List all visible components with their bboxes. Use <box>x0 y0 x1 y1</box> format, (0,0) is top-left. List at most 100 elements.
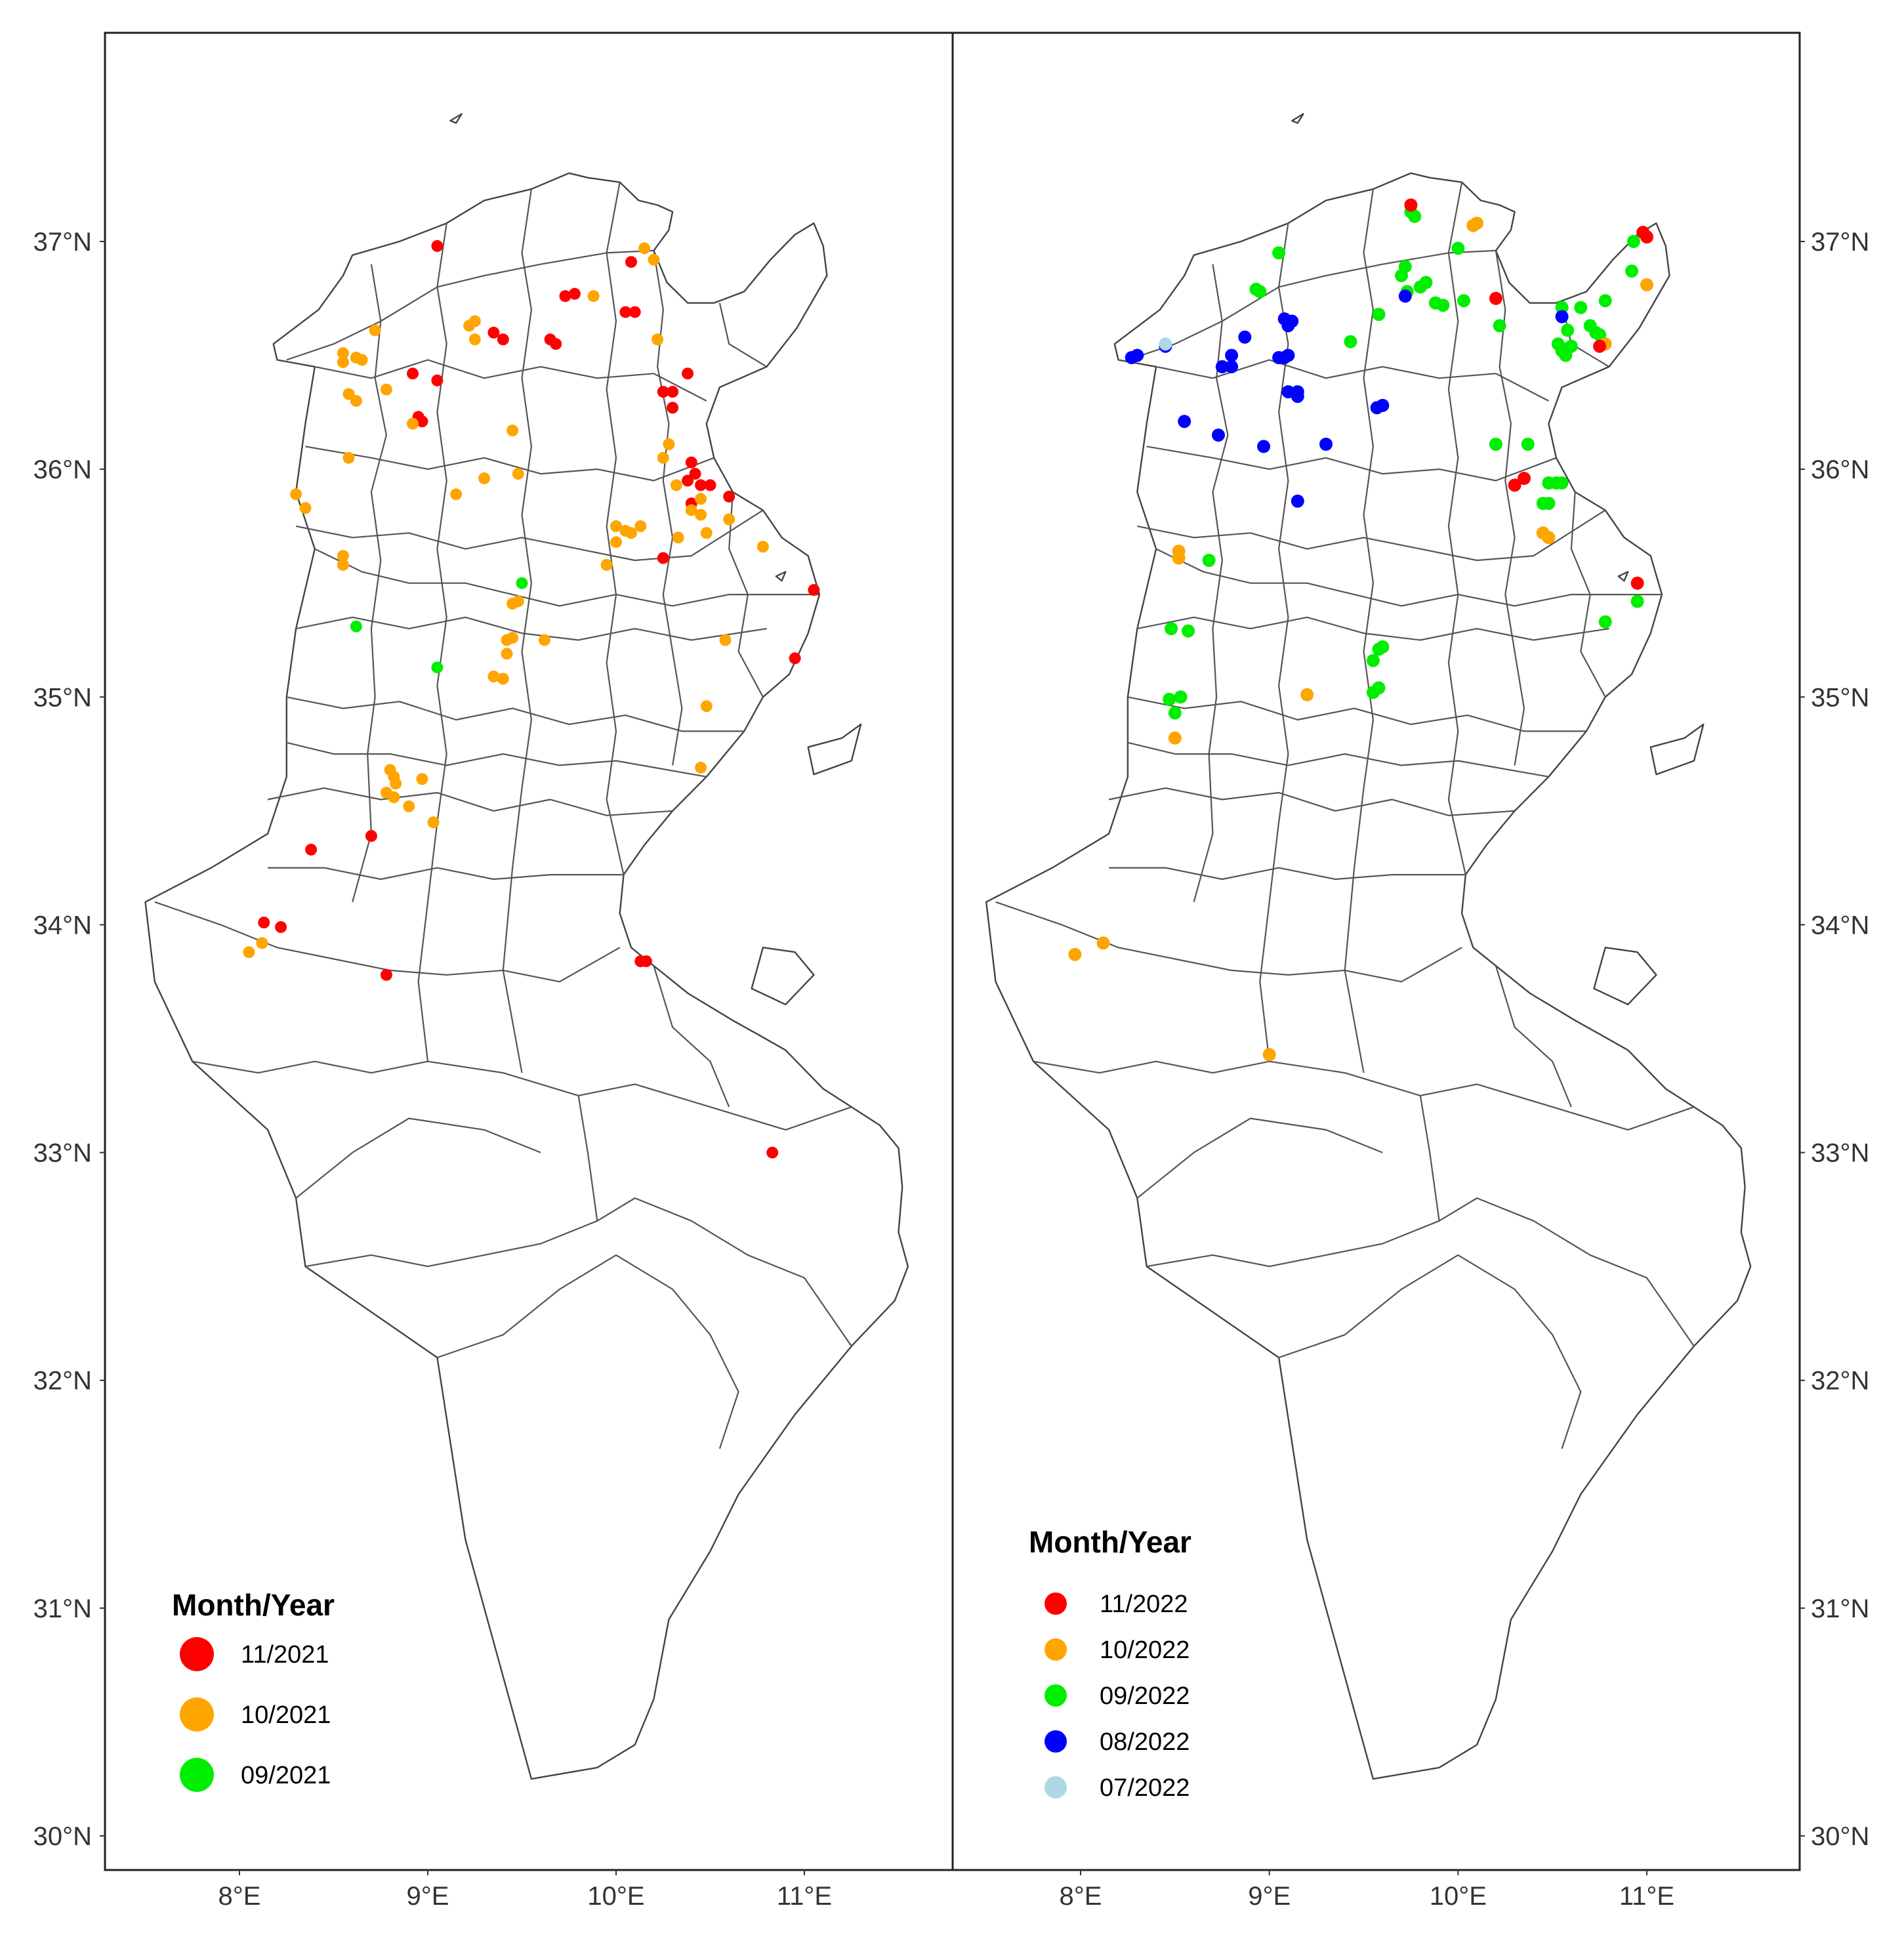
occurrence-point <box>719 634 732 646</box>
occurrence-point <box>1395 269 1408 283</box>
occurrence-point <box>390 778 402 790</box>
admin-boundary <box>437 1254 739 1449</box>
occurrence-point <box>634 520 647 532</box>
occurrence-point <box>1238 330 1252 344</box>
legend-label: 10/2022 <box>1100 1636 1190 1664</box>
admin-boundary <box>1193 264 1229 902</box>
occurrence-point <box>468 315 481 327</box>
x-tick-label: 10°E <box>587 1882 644 1911</box>
occurrence-point <box>625 256 637 268</box>
admin-boundary <box>1137 616 1609 641</box>
occurrence-point <box>1626 235 1640 248</box>
occurrence-point <box>1555 301 1569 314</box>
occurrence-point <box>657 552 669 564</box>
x-tick-label: 11°E <box>777 1882 832 1911</box>
occurrence-point <box>672 531 684 544</box>
y-tick-label: 33°N <box>33 1139 92 1168</box>
occurrence-point <box>640 955 652 967</box>
occurrence-point <box>416 415 428 428</box>
occurrence-point <box>1630 576 1644 590</box>
occurrence-point <box>431 374 444 386</box>
occurrence-point <box>550 338 562 350</box>
y-tick-label: 36°N <box>1811 455 1869 484</box>
occurrence-point <box>1489 438 1502 451</box>
legend-key <box>1045 1638 1067 1661</box>
admin-boundary <box>286 249 654 361</box>
occurrence-point <box>516 577 528 589</box>
occurrence-point <box>487 671 500 682</box>
occurrence-point <box>1404 198 1418 212</box>
occurrence-point <box>695 509 707 521</box>
occurrence-point <box>1281 319 1295 333</box>
occurrence-point <box>1344 335 1357 348</box>
occurrence-point <box>657 451 669 464</box>
occurrence-point <box>256 937 268 949</box>
occurrence-point <box>663 438 675 450</box>
occurrence-point <box>766 1146 779 1159</box>
admin-boundary <box>606 182 625 875</box>
occurrence-point <box>808 584 820 596</box>
admin-boundary <box>1127 249 1496 361</box>
points-2021 <box>243 239 820 1159</box>
admin-boundary <box>1278 1254 1582 1449</box>
occurrence-point <box>704 479 716 491</box>
occurrence-point <box>427 816 440 829</box>
occurrence-point <box>1598 615 1612 629</box>
occurrence-point <box>667 402 679 414</box>
island-outline <box>775 571 787 582</box>
occurrence-point <box>1366 686 1380 699</box>
legend-label: 09/2021 <box>241 1762 331 1789</box>
occurrence-point <box>431 239 444 252</box>
occurrence-point <box>1262 1048 1276 1062</box>
island-outline <box>1593 946 1657 1006</box>
island-outline <box>807 723 862 776</box>
y-axis-left: 30°N 31°N 32°N 33°N 34°N 35°N 36°N 37°N <box>33 228 105 1851</box>
occurrence-point <box>299 502 312 514</box>
admin-boundary <box>1108 787 1515 816</box>
occurrence-point <box>648 253 660 266</box>
admin-boundary <box>314 359 707 402</box>
occurrence-point <box>1182 624 1195 638</box>
occurrence-point <box>1542 531 1556 545</box>
occurrence-point <box>587 290 600 302</box>
occurrence-point <box>1174 690 1188 704</box>
y-axis-right: 30°N 31°N 32°N 33°N 34°N 35°N 36°N 37°N <box>1800 228 1869 1851</box>
occurrence-point <box>568 287 581 300</box>
occurrence-point <box>1470 217 1484 230</box>
occurrence-point <box>1436 299 1450 312</box>
occurrence-point <box>507 632 519 644</box>
occurrence-point <box>1291 390 1304 404</box>
y-tick-label: 32°N <box>33 1367 92 1396</box>
admin-boundary <box>305 446 714 482</box>
occurrence-point <box>559 290 571 302</box>
occurrence-point <box>1561 323 1575 337</box>
x-tick-label: 8°E <box>1060 1882 1102 1911</box>
admin-boundary <box>314 548 819 607</box>
admin-boundary <box>1495 250 1525 766</box>
occurrence-point <box>1291 494 1304 508</box>
occurrence-point <box>723 490 735 503</box>
occurrence-point <box>1272 246 1286 260</box>
occurrence-point <box>407 417 419 430</box>
admin-boundary <box>1137 509 1606 562</box>
occurrence-point <box>1096 936 1110 950</box>
occurrence-point <box>501 648 513 660</box>
points-2022 <box>1068 198 1653 1062</box>
island-outline <box>449 113 463 124</box>
occurrence-point <box>667 386 679 398</box>
occurrence-point <box>1068 947 1082 961</box>
island-outline <box>1617 571 1629 582</box>
legend-title: Month/Year <box>1029 1525 1191 1559</box>
admin-boundary <box>417 223 447 1062</box>
occurrence-point <box>275 921 287 933</box>
occurrence-point <box>290 488 302 501</box>
occurrence-point <box>610 520 622 532</box>
admin-boundary <box>1127 741 1549 778</box>
y-tick-label: 35°N <box>33 683 92 712</box>
occurrence-point <box>497 673 509 685</box>
occurrence-point <box>1521 438 1535 451</box>
occurrence-point <box>689 468 701 480</box>
occurrence-point <box>1376 398 1390 412</box>
occurrence-point <box>1172 551 1186 565</box>
occurrence-point <box>610 536 622 549</box>
